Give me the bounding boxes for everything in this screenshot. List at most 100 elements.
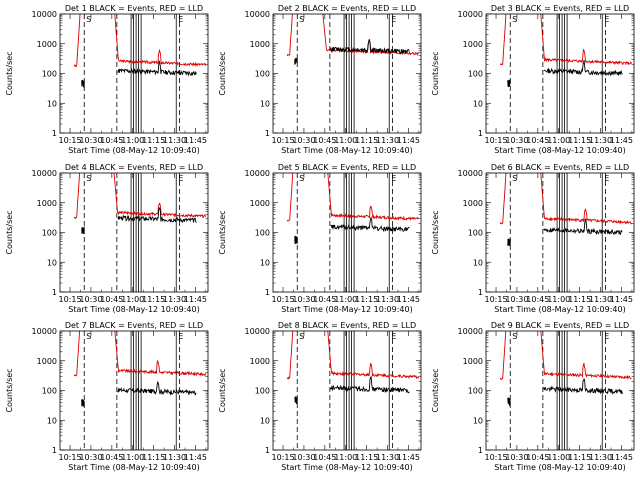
end-marker-label: E — [604, 174, 609, 183]
y-tick-label: 10000 — [245, 327, 270, 336]
start-marker-label: S — [86, 174, 91, 183]
x-tick-label: 10:45 — [313, 295, 336, 304]
x-tick-label: 11:00 — [334, 136, 357, 145]
events-series-line — [507, 397, 511, 406]
x-tick-label: 10:15 — [485, 136, 508, 145]
panel-title: Det 8 BLACK = Events, RED = LLD — [278, 321, 416, 330]
lld-series-line — [286, 173, 419, 222]
x-axis-label: Start Time (08-May-12 10:09:40) — [281, 146, 412, 155]
x-tick-label: 11:45 — [184, 453, 207, 462]
panel-title: Det 2 BLACK = Events, RED = LLD — [278, 4, 416, 13]
events-series-line — [543, 378, 623, 395]
end-marker-label: E — [391, 174, 396, 183]
y-tick-label: 1000 — [37, 357, 57, 366]
x-tick-label: 11:45 — [397, 453, 420, 462]
x-tick-label: 10:15 — [59, 136, 82, 145]
events-series-line — [294, 57, 298, 65]
x-axis-label: Start Time (08-May-12 10:09:40) — [68, 463, 199, 472]
x-tick-label: 10:30 — [292, 453, 315, 462]
events-series-line — [507, 238, 511, 247]
x-axis-label: Start Time (08-May-12 10:09:40) — [494, 146, 625, 155]
panel-title: Det 1 BLACK = Events, RED = LLD — [65, 4, 203, 13]
panel-frame — [59, 13, 209, 134]
x-tick-label: 11:15 — [142, 295, 165, 304]
x-axis-label: Start Time (08-May-12 10:09:40) — [281, 463, 412, 472]
x-tick-label: 11:00 — [547, 136, 570, 145]
y-tick-label: 1000 — [37, 199, 57, 208]
x-tick-label: 11:15 — [142, 136, 165, 145]
x-tick-label: 11:00 — [121, 136, 144, 145]
start-marker-label: S — [86, 332, 91, 341]
x-tick-label: 11:15 — [568, 453, 591, 462]
y-axis-label: Counts/sec — [218, 210, 227, 254]
y-tick-label: 10 — [473, 416, 483, 425]
x-tick-label: 10:45 — [526, 136, 549, 145]
x-tick-label: 11:30 — [376, 295, 399, 304]
x-tick-label: 10:15 — [272, 136, 295, 145]
x-axis-label: Start Time (08-May-12 10:09:40) — [494, 305, 625, 314]
x-tick-label: 10:45 — [100, 453, 123, 462]
x-tick-label: 11:30 — [589, 453, 612, 462]
events-series-line — [117, 380, 197, 396]
y-tick-label: 10000 — [32, 169, 57, 178]
x-tick-label: 11:15 — [355, 453, 378, 462]
x-tick-label: 11:45 — [184, 136, 207, 145]
panel-frame — [272, 172, 422, 293]
events-series-line — [117, 60, 197, 77]
x-tick-label: 11:30 — [163, 136, 186, 145]
lld-series-line — [73, 14, 206, 68]
y-tick-label: 1 — [52, 129, 57, 138]
y-tick-label: 1000 — [250, 40, 270, 49]
panel-title: Det 3 BLACK = Events, RED = LLD — [491, 4, 629, 13]
x-tick-label: 11:45 — [610, 295, 633, 304]
y-tick-label: 100 — [468, 229, 483, 238]
panel-frame — [272, 330, 422, 451]
panel-frame — [485, 13, 635, 134]
y-tick-label: 1 — [478, 129, 483, 138]
y-axis-label: Counts/sec — [5, 368, 14, 412]
y-tick-label: 10000 — [458, 169, 483, 178]
events-series-line — [294, 395, 298, 405]
x-tick-label: 11:15 — [568, 136, 591, 145]
x-tick-label: 10:45 — [100, 136, 123, 145]
x-tick-label: 10:45 — [526, 453, 549, 462]
x-tick-label: 11:45 — [397, 295, 420, 304]
lld-series-line — [499, 331, 632, 381]
y-tick-label: 10000 — [245, 169, 270, 178]
events-series-line — [81, 226, 85, 235]
y-tick-label: 10 — [473, 258, 483, 267]
x-axis-label: Start Time (08-May-12 10:09:40) — [68, 146, 199, 155]
y-tick-label: 1000 — [37, 40, 57, 49]
panel-title: Det 9 BLACK = Events, RED = LLD — [491, 321, 629, 330]
panel-frame — [272, 13, 422, 134]
x-tick-label: 10:30 — [505, 453, 528, 462]
y-tick-label: 1 — [265, 288, 270, 297]
x-tick-label: 11:30 — [163, 453, 186, 462]
y-tick-label: 10000 — [32, 327, 57, 336]
end-marker-label: E — [604, 332, 609, 341]
x-tick-label: 11:45 — [610, 453, 633, 462]
y-axis-label: Counts/sec — [5, 51, 14, 95]
end-marker-label: E — [604, 15, 609, 24]
start-marker-label: S — [299, 15, 304, 24]
y-tick-label: 1 — [52, 288, 57, 297]
y-tick-label: 1000 — [250, 357, 270, 366]
x-tick-label: 10:45 — [526, 295, 549, 304]
y-axis-label: Counts/sec — [218, 368, 227, 412]
y-axis-label: Counts/sec — [431, 210, 440, 254]
y-tick-label: 100 — [468, 70, 483, 79]
x-axis-label: Start Time (08-May-12 10:09:40) — [281, 305, 412, 314]
y-tick-label: 10000 — [32, 10, 57, 19]
x-tick-label: 11:30 — [589, 295, 612, 304]
y-tick-label: 10 — [47, 258, 57, 267]
